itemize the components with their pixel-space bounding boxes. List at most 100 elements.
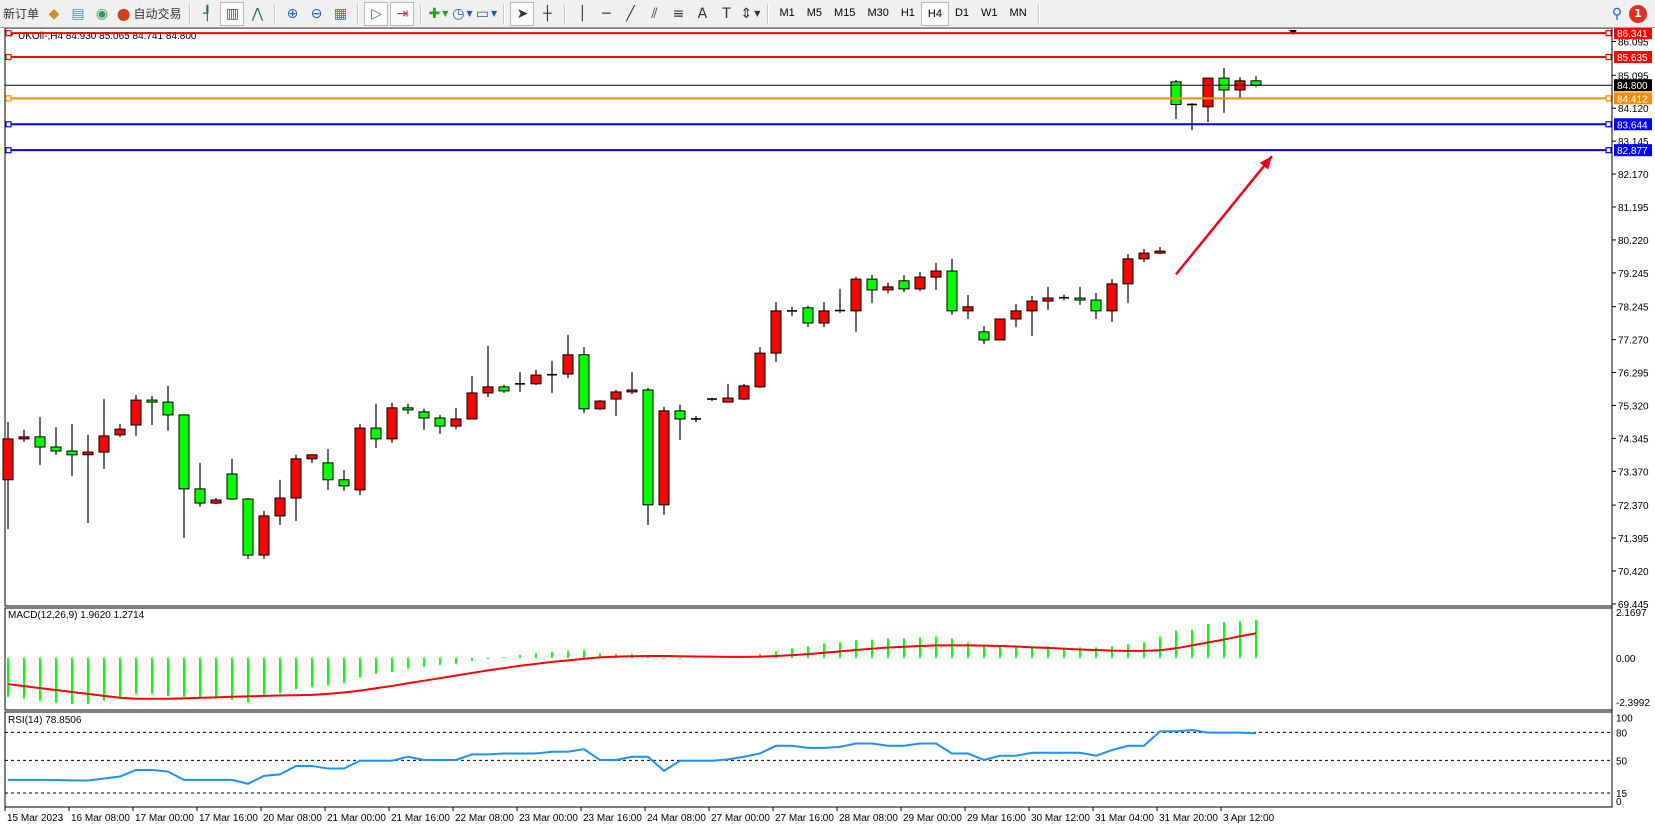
candle — [562, 334, 574, 379]
templates-icon[interactable]: ▭ ▼ — [475, 5, 498, 22]
candle-body — [1250, 80, 1262, 86]
candle — [210, 498, 222, 505]
candle — [1059, 294, 1069, 301]
candle-body — [626, 389, 638, 393]
zoom-in-icon[interactable]: ⊕ — [286, 5, 299, 22]
candle — [802, 305, 814, 328]
price-level-label: 84.800 — [1617, 81, 1648, 92]
candle — [691, 415, 701, 423]
text-icon[interactable]: A — [697, 5, 708, 22]
auto-trading-icon: ⬤ — [117, 6, 131, 21]
candle-body — [1090, 299, 1102, 312]
chart-shift-icon[interactable]: ⇥ — [390, 1, 415, 26]
candle — [1202, 77, 1214, 123]
time-label: 20 Mar 08:00 — [263, 813, 322, 824]
fibonacci-icon[interactable]: ≡ — [672, 5, 685, 22]
arrows-icon[interactable]: ⇕ ▼ — [740, 5, 761, 22]
candle-body — [1154, 250, 1166, 254]
candle — [962, 294, 974, 319]
price-tick-label: 69.445 — [1618, 600, 1649, 611]
separator — [420, 3, 422, 24]
vertical-line-icon[interactable]: │ — [578, 5, 587, 22]
candle — [1218, 67, 1230, 113]
macd-tick-label: 2.1697 — [1616, 608, 1647, 619]
price-tick-label: 86.095 — [1618, 37, 1649, 48]
zoom-out-icon[interactable]: ⊖ — [310, 5, 323, 22]
macd-title: MACD(12,26,9) 1.9620 1.2714 — [8, 610, 145, 621]
timeframe-bar: M1 M5 M15 M30 H1 H4 D1 W1 MN — [773, 1, 1032, 26]
candle — [1234, 77, 1246, 99]
candle — [850, 277, 862, 332]
candle — [162, 385, 174, 431]
candle — [1026, 296, 1038, 336]
rsi-tick-label: 50 — [1616, 756, 1628, 767]
level-handle-left — [5, 53, 12, 61]
time-label: 30 Mar 12:00 — [1031, 813, 1090, 824]
price-level-label: 83.644 — [1617, 120, 1648, 131]
time-label: 29 Mar 16:00 — [967, 813, 1026, 824]
timeframe-m1[interactable]: M1 — [779, 6, 795, 19]
time-label: 24 Mar 08:00 — [647, 813, 706, 824]
timeframe-h4[interactable]: H4 — [920, 1, 949, 26]
cursor-icon[interactable]: ➤ — [510, 1, 535, 26]
candle — [787, 306, 797, 316]
candle — [578, 347, 590, 413]
chart-window[interactable]: UKOil-,H4 84.930 85.065 84.741 84.800 MA… — [0, 28, 1655, 830]
timeframe-mn[interactable]: MN — [1009, 6, 1027, 19]
label-icon[interactable]: T — [722, 5, 731, 22]
candle-body — [722, 397, 734, 403]
candlestick-icon[interactable]: ▥ — [220, 1, 245, 26]
horizontal-line-icon[interactable]: ─ — [602, 5, 611, 22]
price-level-label: 86.341 — [1617, 29, 1648, 40]
timeframe-m5[interactable]: M5 — [806, 6, 823, 19]
candle-body — [770, 310, 782, 354]
level-handle-left — [5, 95, 12, 102]
signal-icon[interactable]: ◉ — [95, 5, 109, 22]
indicators-icon[interactable]: ✚ ▼ — [428, 5, 449, 22]
new-order-button[interactable]: 新订单 — [3, 7, 40, 21]
candle-body — [530, 374, 542, 385]
trendline-icon[interactable]: ╱ — [626, 5, 635, 22]
candle — [978, 326, 990, 344]
candle-body — [450, 418, 462, 427]
crosshair-icon[interactable]: ┼ — [543, 5, 552, 22]
candle-body — [130, 399, 142, 426]
price-tick-label: 70.420 — [1618, 567, 1649, 578]
candle — [658, 406, 670, 515]
candle-body — [386, 407, 398, 440]
candle — [450, 407, 462, 430]
price-level-badge — [1614, 92, 1652, 105]
market-watch-icon[interactable]: ◆ — [48, 5, 60, 22]
search-icon[interactable]: ⚲ — [1611, 5, 1623, 22]
level-handle-right — [1605, 53, 1612, 61]
history-icon[interactable]: ▤ — [71, 5, 85, 22]
candle — [530, 369, 542, 385]
timeframe-w1[interactable]: W1 — [981, 6, 998, 19]
candle-body — [642, 389, 654, 506]
auto-trading-button[interactable]: ⬤ 自动交易 — [115, 3, 183, 25]
candle — [146, 395, 158, 426]
auto-scroll-icon[interactable]: ▷ — [364, 1, 389, 26]
candle — [1074, 286, 1086, 305]
tile-windows-icon[interactable]: ▦ — [333, 5, 348, 22]
timeframe-m15[interactable]: M15 — [834, 6, 856, 19]
price-tick-label: 72.370 — [1618, 501, 1649, 512]
candle-body — [658, 410, 670, 506]
line-chart-icon[interactable]: ⋀ — [251, 5, 264, 22]
candle — [226, 458, 238, 501]
timeframe-d1[interactable]: D1 — [954, 6, 970, 19]
periods-icon[interactable]: ◷ ▼ — [452, 5, 473, 22]
candle — [1138, 249, 1150, 262]
timeframe-m30[interactable]: M30 — [867, 6, 889, 19]
candle — [194, 462, 206, 507]
timeframe-h1[interactable]: H1 — [900, 6, 915, 19]
channel-icon[interactable]: ⫽ — [651, 5, 658, 22]
rsi-line — [8, 729, 1257, 785]
bar-chart-icon[interactable]: ┦ — [203, 5, 212, 22]
candle — [835, 288, 845, 313]
arrow-head-icon — [1259, 156, 1272, 170]
candle-body — [146, 399, 158, 403]
candle-body — [978, 331, 990, 341]
notification-icon[interactable]: 1 — [1629, 4, 1647, 23]
candle-body — [418, 411, 430, 419]
